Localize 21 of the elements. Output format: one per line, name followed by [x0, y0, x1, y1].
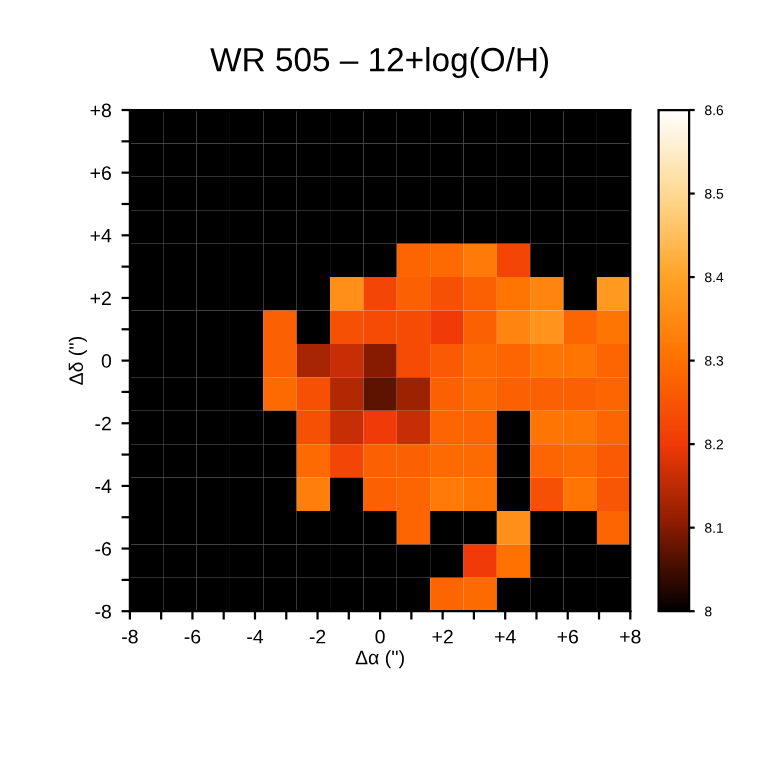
y-tick-label: -6	[95, 542, 111, 556]
x-tick-label: -4	[247, 629, 264, 644]
y-axis-title: Δδ ('')	[68, 337, 87, 385]
x-tick-label: -6	[184, 629, 201, 644]
x-tick-label: +8	[620, 629, 641, 644]
x-tick-label: +4	[495, 629, 516, 644]
y-tick-label: 0	[101, 354, 112, 368]
y-tick-label: -4	[95, 479, 112, 493]
y-tick-label: +6	[90, 166, 111, 180]
x-tick-label: +2	[432, 629, 453, 644]
x-tick-label: -2	[309, 629, 326, 644]
y-tick-label: +4	[90, 228, 112, 243]
y-tick-label: -2	[95, 416, 111, 431]
x-tick-label: +6	[557, 629, 578, 644]
chart-title: WR 505 – 12+log(O/H)	[210, 46, 549, 79]
x-tick-label: 0	[375, 629, 385, 644]
x-axis-title: Δα ('')	[355, 650, 404, 669]
x-tick-label: -8	[122, 629, 138, 644]
y-tick-label: -8	[95, 604, 111, 619]
y-tick-label: +2	[90, 291, 111, 306]
y-tick-label: +8	[90, 103, 111, 118]
